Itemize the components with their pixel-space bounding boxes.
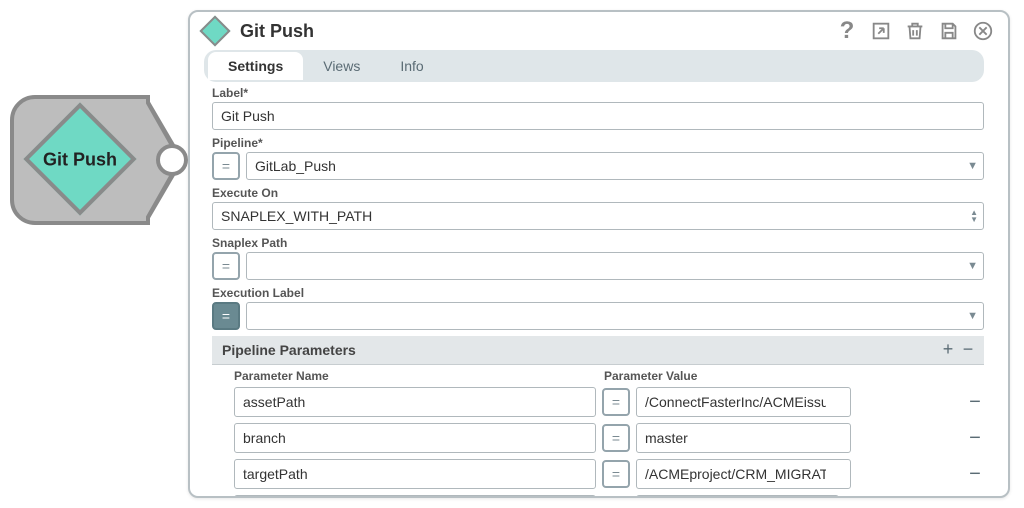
parameter-value-input[interactable] (636, 423, 851, 453)
diamond-icon (199, 15, 230, 46)
panel-header: Git Push ? (190, 12, 1008, 46)
panel-content: Label* Pipeline* = ▼ Execute On (190, 82, 1008, 496)
label-input[interactable] (212, 102, 984, 130)
parameter-row: =− (234, 387, 984, 417)
remove-row-button[interactable]: − (966, 427, 984, 450)
parameter-value-input[interactable] (636, 495, 839, 496)
parameter-name-input[interactable] (234, 387, 596, 417)
close-icon[interactable] (972, 20, 994, 42)
execution-label-expr-button[interactable]: = (212, 302, 240, 330)
tab-info[interactable]: Info (380, 52, 443, 80)
execution-label-input[interactable] (246, 302, 984, 330)
parameter-expr-button[interactable]: = (602, 388, 630, 416)
parameter-value-wrap: = (602, 387, 960, 417)
save-icon[interactable] (938, 20, 960, 42)
help-icon[interactable]: ? (836, 20, 858, 42)
parameter-name-input[interactable] (234, 495, 596, 496)
parameter-value-wrap: = (602, 459, 960, 489)
snap-connector[interactable] (156, 144, 188, 176)
remove-row-button[interactable]: − (966, 391, 984, 414)
tab-bar: Settings Views Info (204, 50, 984, 82)
parameter-expr-button[interactable]: = (602, 424, 630, 452)
label-execute-on: Execute On (212, 186, 984, 200)
column-parameter-value: Parameter Value (604, 369, 984, 383)
parameter-value-wrap: = (602, 423, 960, 453)
settings-panel: Git Push ? Settings Views Info Label* (188, 10, 1010, 498)
field-label: Label* (212, 86, 984, 130)
snap-node[interactable]: Git Push (10, 95, 175, 225)
label-label: Label* (212, 86, 984, 100)
parameter-row: =− (234, 459, 984, 489)
add-parameter-button[interactable]: + (938, 340, 958, 360)
pipeline-input[interactable] (246, 152, 984, 180)
parameter-expr-button[interactable]: = (602, 460, 630, 488)
snaplex-expr-button[interactable]: = (212, 252, 240, 280)
tab-settings[interactable]: Settings (208, 52, 303, 80)
delete-icon[interactable] (904, 20, 926, 42)
snap-label: Git Push (10, 150, 150, 171)
parameter-name-input[interactable] (234, 459, 596, 489)
field-snaplex-path: Snaplex Path = ▼ (212, 236, 984, 280)
parameter-row: =▼− (234, 495, 984, 496)
parameter-name-input[interactable] (234, 423, 596, 453)
remove-parameter-button[interactable]: − (958, 340, 978, 360)
column-parameter-name: Parameter Name (234, 369, 604, 383)
parameter-value-wrap: =▼ (602, 495, 960, 496)
field-execute-on: Execute On ▲▼ (212, 186, 984, 230)
label-snaplex-path: Snaplex Path (212, 236, 984, 250)
remove-row-button[interactable]: − (966, 463, 984, 486)
export-icon[interactable] (870, 20, 892, 42)
parameters-section-header: Pipeline Parameters + − (212, 336, 984, 365)
parameter-row: =− (234, 423, 984, 453)
parameter-value-input[interactable] (636, 387, 851, 417)
label-execution-label: Execution Label (212, 286, 984, 300)
field-pipeline: Pipeline* = ▼ (212, 136, 984, 180)
parameter-value-input[interactable] (636, 459, 851, 489)
field-execution-label: Execution Label = ▼ (212, 286, 984, 330)
pipeline-expr-button[interactable]: = (212, 152, 240, 180)
label-pipeline: Pipeline* (212, 136, 984, 150)
parameters-section-title: Pipeline Parameters (222, 342, 938, 358)
panel-title: Git Push (240, 21, 314, 42)
tab-views[interactable]: Views (303, 52, 380, 80)
parameters-columns: Parameter Name Parameter Value (234, 369, 984, 383)
snaplex-path-input[interactable] (246, 252, 984, 280)
execute-on-input[interactable] (212, 202, 984, 230)
header-icons: ? (836, 20, 994, 42)
